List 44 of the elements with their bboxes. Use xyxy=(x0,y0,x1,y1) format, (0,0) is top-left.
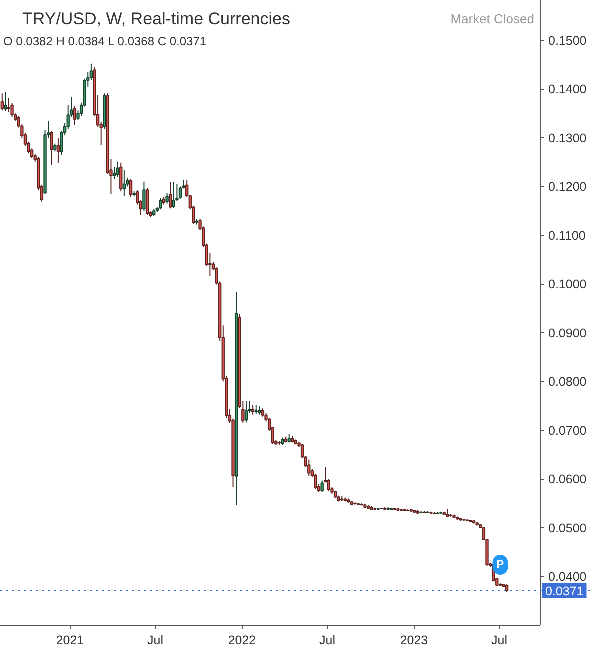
candlestick xyxy=(308,459,311,477)
candlestick xyxy=(129,178,133,198)
candlestick xyxy=(169,182,172,210)
y-tick-label: 0.1200 xyxy=(548,180,587,194)
annotation: Market Closed xyxy=(450,12,535,26)
annotation: P xyxy=(496,559,504,572)
candlestick xyxy=(50,130,54,166)
y-tick-label: 0.0600 xyxy=(548,472,587,487)
candlestick xyxy=(159,198,162,210)
y-tick-label: 0.0500 xyxy=(548,521,587,536)
y-tick-label: 0.1500 xyxy=(548,34,587,48)
candlestick xyxy=(244,400,248,424)
x-tick-label: Jul xyxy=(492,634,508,648)
x-tick-label: Jul xyxy=(148,634,164,648)
candlestick xyxy=(10,102,14,118)
y-tick-label: 0.1400 xyxy=(548,82,587,97)
y-tick-label: 0.0700 xyxy=(548,424,587,438)
candlestick xyxy=(166,192,169,204)
candlestick xyxy=(120,162,123,192)
y-tick-label: 0.0800 xyxy=(548,375,587,390)
candlestick xyxy=(116,161,120,178)
y-tick-label: 0.0900 xyxy=(548,326,587,340)
candlestick xyxy=(4,92,8,112)
candlestick xyxy=(73,106,77,126)
y-tick-label: 0.1000 xyxy=(548,278,587,292)
candlestick xyxy=(320,480,324,493)
candlestick xyxy=(172,181,176,209)
candlestick xyxy=(142,181,146,212)
candlestick xyxy=(0,93,4,112)
candlestick xyxy=(251,404,255,416)
x-tick-label: 2022 xyxy=(228,634,256,648)
x-tick-label: 2021 xyxy=(56,634,84,648)
candlestick xyxy=(122,170,126,197)
candlestick xyxy=(254,404,258,415)
y-tick-label: 0.1300 xyxy=(548,131,587,146)
y-tick-label: 0.1100 xyxy=(548,228,586,243)
x-tick-label: 2023 xyxy=(400,634,428,648)
ref-line-label: 0.0371 xyxy=(546,584,584,598)
text: TRY/USD, W, Real-time Currencies xyxy=(22,10,290,28)
candlestick xyxy=(56,138,60,164)
candlestick xyxy=(146,188,150,216)
x-tick-label: Jul xyxy=(320,634,336,648)
text: O 0.0382 H 0.0384 L 0.0368 C 0.0371 xyxy=(4,34,207,48)
y-tick-label: 0.0400 xyxy=(548,570,587,584)
